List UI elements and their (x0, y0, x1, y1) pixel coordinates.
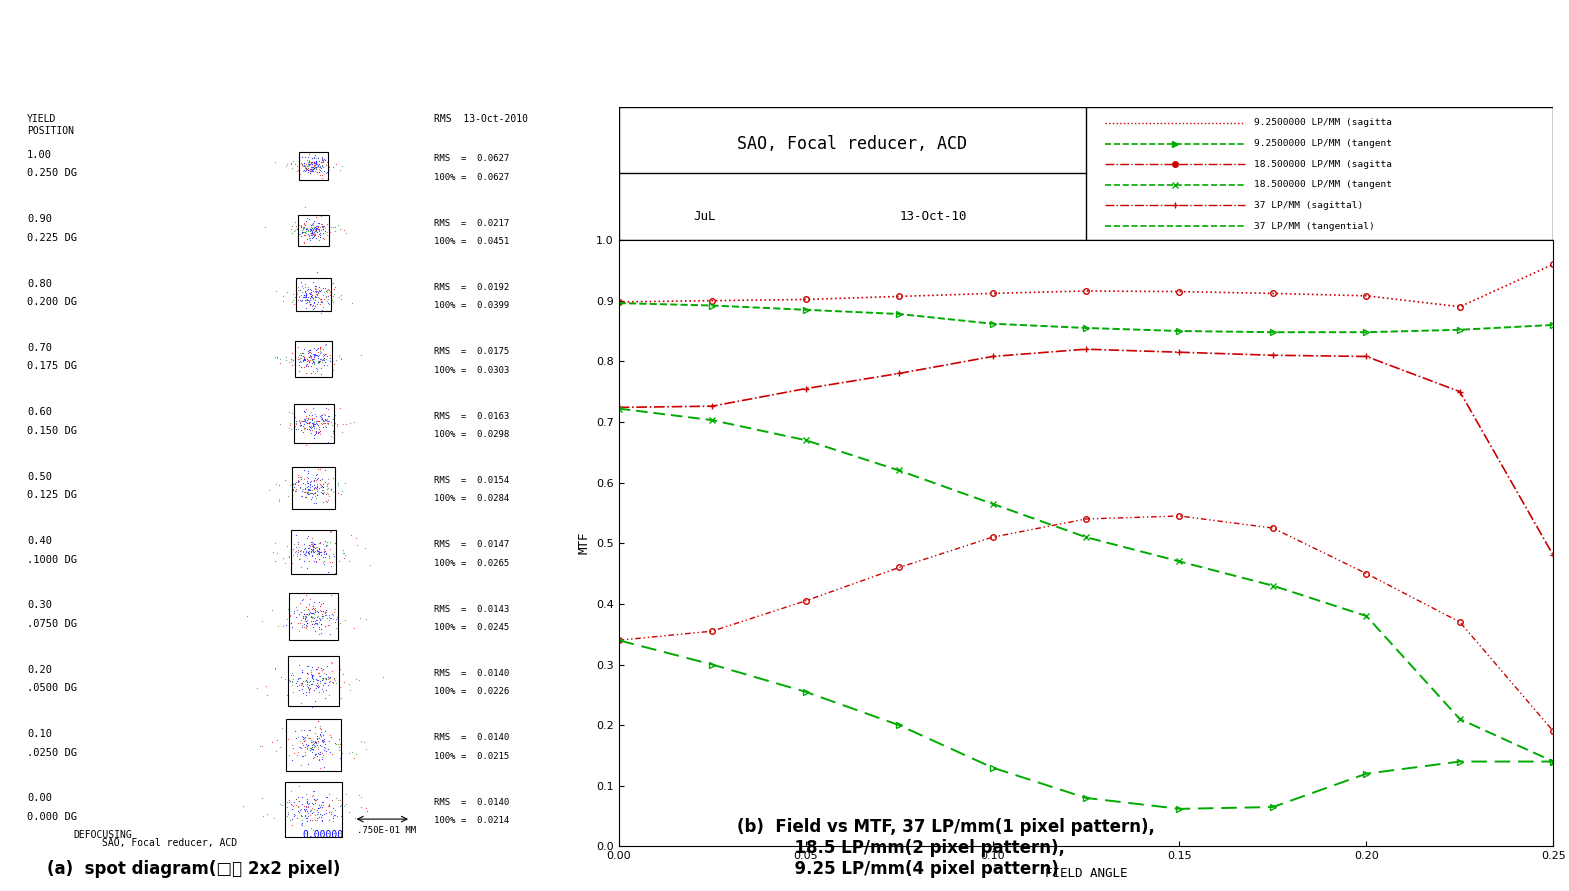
Text: 0.20: 0.20 (27, 665, 52, 674)
Text: 0.200 DG: 0.200 DG (27, 298, 77, 307)
Text: 100% =  0.0284: 100% = 0.0284 (435, 495, 508, 503)
Text: DEFOCUSING: DEFOCUSING (74, 830, 132, 840)
Text: SAO, Focal reducer, ACD: SAO, Focal reducer, ACD (737, 135, 968, 153)
Text: 100% =  0.0451: 100% = 0.0451 (435, 237, 508, 246)
Text: 9.2500000 LP/MM (tangent: 9.2500000 LP/MM (tangent (1254, 139, 1392, 148)
Text: 18.500000 LP/MM (tangent: 18.500000 LP/MM (tangent (1254, 180, 1392, 189)
Text: 100% =  0.0303: 100% = 0.0303 (435, 365, 508, 375)
Text: 0.70: 0.70 (27, 343, 52, 353)
Text: 100% =  0.0215: 100% = 0.0215 (435, 752, 508, 761)
Text: JuL: JuL (693, 209, 715, 223)
Text: 100% =  0.0627: 100% = 0.0627 (435, 173, 508, 182)
Text: 0.225 DG: 0.225 DG (27, 233, 77, 243)
Text: 18.500000 LP/MM (sagitta: 18.500000 LP/MM (sagitta (1254, 159, 1392, 168)
Text: YIELD
POSITION: YIELD POSITION (27, 114, 74, 136)
Text: 100% =  0.0214: 100% = 0.0214 (435, 816, 508, 825)
Text: 0.60: 0.60 (27, 407, 52, 417)
Text: 0.250 DG: 0.250 DG (27, 168, 77, 178)
Text: (a)  spot diagram(□는 2x2 pixel): (a) spot diagram(□는 2x2 pixel) (47, 860, 340, 878)
Text: 100% =  0.0298: 100% = 0.0298 (435, 430, 508, 439)
Text: 0.80: 0.80 (27, 279, 52, 289)
Y-axis label: MTF: MTF (577, 532, 590, 554)
Text: 13-Oct-10: 13-Oct-10 (899, 209, 967, 223)
Text: 0.150 DG: 0.150 DG (27, 426, 77, 436)
Text: 0.175 DG: 0.175 DG (27, 362, 77, 372)
Text: .0750 DG: .0750 DG (27, 619, 77, 629)
Text: RMS  =  0.0147: RMS = 0.0147 (435, 540, 508, 549)
Text: (b)  Field vs MTF, 37 LP/mm(1 pixel pattern),
          18.5 LP/mm(2 pixel patte: (b) Field vs MTF, 37 LP/mm(1 pixel patte… (737, 818, 1155, 878)
Text: RMS  =  0.0627: RMS = 0.0627 (435, 154, 508, 163)
Text: 0.50: 0.50 (27, 471, 52, 482)
Text: RMS  =  0.0140: RMS = 0.0140 (435, 669, 508, 678)
Text: RMS  =  0.0217: RMS = 0.0217 (435, 218, 508, 227)
Text: SAO, Focal reducer, ACD: SAO, Focal reducer, ACD (102, 838, 237, 848)
FancyBboxPatch shape (618, 107, 1553, 240)
Text: 100% =  0.0226: 100% = 0.0226 (435, 687, 508, 697)
Text: RMS  =  0.0154: RMS = 0.0154 (435, 476, 508, 485)
Text: RMS  =  0.0163: RMS = 0.0163 (435, 412, 508, 421)
Text: 0.000 DG: 0.000 DG (27, 812, 77, 822)
X-axis label: FIELD ANGLE: FIELD ANGLE (1045, 867, 1127, 880)
Text: RMS  =  0.0175: RMS = 0.0175 (435, 347, 508, 356)
Text: 0.40: 0.40 (27, 536, 52, 546)
Text: 0.30: 0.30 (27, 601, 52, 610)
Text: 37 LP/MM (tangential): 37 LP/MM (tangential) (1254, 222, 1374, 231)
Text: 37 LP/MM (sagittal): 37 LP/MM (sagittal) (1254, 201, 1363, 210)
Text: RMS  13-Oct-2010: RMS 13-Oct-2010 (435, 114, 527, 125)
Text: RMS  =  0.0140: RMS = 0.0140 (435, 733, 508, 742)
Text: 1.00: 1.00 (27, 150, 52, 160)
Text: 0.125 DG: 0.125 DG (27, 490, 77, 500)
Text: RMS  =  0.0140: RMS = 0.0140 (435, 797, 508, 806)
Text: .1000 DG: .1000 DG (27, 554, 77, 565)
Text: 0.10: 0.10 (27, 729, 52, 739)
Text: .0250 DG: .0250 DG (27, 748, 77, 757)
Text: RMS  =  0.0192: RMS = 0.0192 (435, 282, 508, 292)
Text: 100% =  0.0265: 100% = 0.0265 (435, 559, 508, 568)
Text: 100% =  0.0399: 100% = 0.0399 (435, 301, 508, 310)
Text: RMS  =  0.0143: RMS = 0.0143 (435, 605, 508, 614)
Text: 0.90: 0.90 (27, 215, 52, 225)
Text: .750E-01 MM: .750E-01 MM (356, 826, 416, 835)
Text: .0500 DG: .0500 DG (27, 683, 77, 693)
Text: 100% =  0.0245: 100% = 0.0245 (435, 623, 508, 632)
Text: 9.2500000 LP/MM (sagitta: 9.2500000 LP/MM (sagitta (1254, 119, 1392, 127)
Text: 0.00: 0.00 (27, 793, 52, 804)
Text: 0.00000: 0.00000 (303, 830, 344, 840)
